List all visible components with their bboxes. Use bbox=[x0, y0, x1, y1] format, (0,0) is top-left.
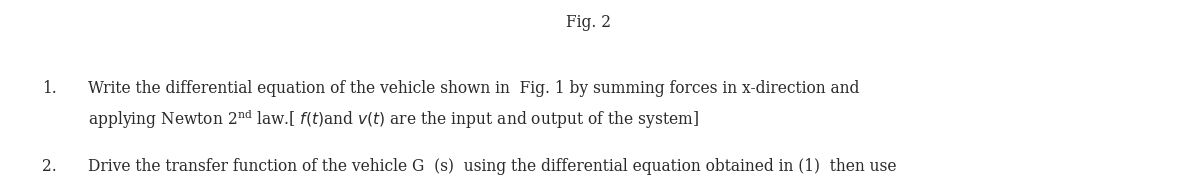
Text: Write the differential equation of the vehicle shown in  Fig. 1 by summing force: Write the differential equation of the v… bbox=[88, 80, 860, 97]
Text: Fig. 2: Fig. 2 bbox=[567, 14, 611, 31]
Text: applying Newton 2$^{\mathregular{nd}}$ law.[ $f(t)$and $v(t)$ are the input and : applying Newton 2$^{\mathregular{nd}}$ l… bbox=[88, 108, 700, 131]
Text: 2.: 2. bbox=[41, 158, 57, 175]
Text: Drive the transfer function of the vehicle G  (s)  using the differential equati: Drive the transfer function of the vehic… bbox=[88, 158, 896, 175]
Text: 1.: 1. bbox=[41, 80, 57, 97]
